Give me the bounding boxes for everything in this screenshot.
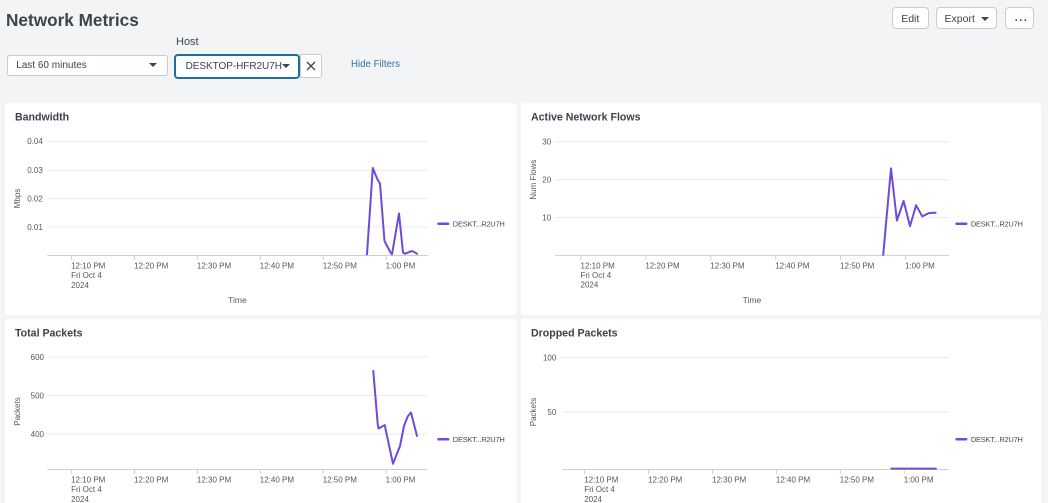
svg-text:12:30 PM: 12:30 PM <box>712 475 747 484</box>
svg-text:Packets: Packets <box>529 397 538 425</box>
svg-text:Fri Oct 4: Fri Oct 4 <box>71 271 102 280</box>
svg-text:12:50 PM: 12:50 PM <box>840 261 875 270</box>
svg-text:12:20 PM: 12:20 PM <box>134 261 169 270</box>
svg-text:Fri Oct 4: Fri Oct 4 <box>71 485 102 494</box>
svg-text:2024: 2024 <box>71 281 89 290</box>
svg-text:50: 50 <box>547 407 556 416</box>
svg-text:2024: 2024 <box>580 281 598 290</box>
svg-text:DESKT...R2U7H: DESKT...R2U7H <box>453 435 505 444</box>
svg-text:12:30 PM: 12:30 PM <box>197 261 232 270</box>
svg-text:DESKT...R2U7H: DESKT...R2U7H <box>970 435 1022 444</box>
svg-text:1:00 PM: 1:00 PM <box>903 475 933 484</box>
svg-text:100: 100 <box>543 353 557 362</box>
svg-text:12:40 PM: 12:40 PM <box>260 261 295 270</box>
svg-text:12:30 PM: 12:30 PM <box>710 261 745 270</box>
svg-text:12:10 PM: 12:10 PM <box>580 261 615 270</box>
svg-text:0.01: 0.01 <box>27 223 43 232</box>
svg-text:0.03: 0.03 <box>27 166 43 175</box>
svg-text:DESKT...R2U7H: DESKT...R2U7H <box>453 220 505 229</box>
svg-text:Active Network Flows: Active Network Flows <box>531 111 641 123</box>
svg-text:Fri Oct 4: Fri Oct 4 <box>584 485 615 494</box>
svg-text:10: 10 <box>542 213 551 222</box>
svg-text:1:00 PM: 1:00 PM <box>386 261 416 270</box>
svg-text:400: 400 <box>31 429 45 438</box>
svg-text:12:10 PM: 12:10 PM <box>71 261 106 270</box>
svg-text:12:20 PM: 12:20 PM <box>645 261 680 270</box>
svg-text:12:40 PM: 12:40 PM <box>775 475 810 484</box>
svg-text:12:50 PM: 12:50 PM <box>839 475 874 484</box>
svg-text:2024: 2024 <box>584 494 602 503</box>
svg-text:Bandwidth: Bandwidth <box>15 111 69 123</box>
svg-text:1:00 PM: 1:00 PM <box>386 475 416 484</box>
svg-text:Time: Time <box>228 295 247 305</box>
svg-text:Fri Oct 4: Fri Oct 4 <box>580 271 611 280</box>
svg-text:20: 20 <box>542 175 551 184</box>
svg-text:30: 30 <box>542 138 551 147</box>
svg-text:12:10 PM: 12:10 PM <box>71 475 106 484</box>
svg-text:500: 500 <box>31 391 45 400</box>
svg-text:Mbps: Mbps <box>13 189 22 209</box>
svg-text:12:20 PM: 12:20 PM <box>134 475 169 484</box>
svg-text:12:50 PM: 12:50 PM <box>323 475 358 484</box>
svg-text:Packets: Packets <box>13 397 22 425</box>
svg-text:1:00 PM: 1:00 PM <box>905 261 935 270</box>
svg-text:12:50 PM: 12:50 PM <box>323 261 358 270</box>
svg-text:Total Packets: Total Packets <box>15 327 83 339</box>
svg-text:DESKT...R2U7H: DESKT...R2U7H <box>970 220 1022 229</box>
svg-text:12:30 PM: 12:30 PM <box>197 475 232 484</box>
svg-text:600: 600 <box>31 352 45 361</box>
svg-text:12:40 PM: 12:40 PM <box>260 475 295 484</box>
svg-text:12:20 PM: 12:20 PM <box>648 475 683 484</box>
svg-text:Dropped Packets: Dropped Packets <box>531 327 618 339</box>
svg-text:12:40 PM: 12:40 PM <box>775 261 810 270</box>
svg-text:0.02: 0.02 <box>27 194 43 203</box>
svg-text:12:10 PM: 12:10 PM <box>584 475 619 484</box>
svg-text:Num Flows: Num Flows <box>529 160 538 200</box>
svg-text:0.04: 0.04 <box>27 137 43 146</box>
svg-text:2024: 2024 <box>71 494 89 503</box>
svg-text:Time: Time <box>742 295 761 305</box>
